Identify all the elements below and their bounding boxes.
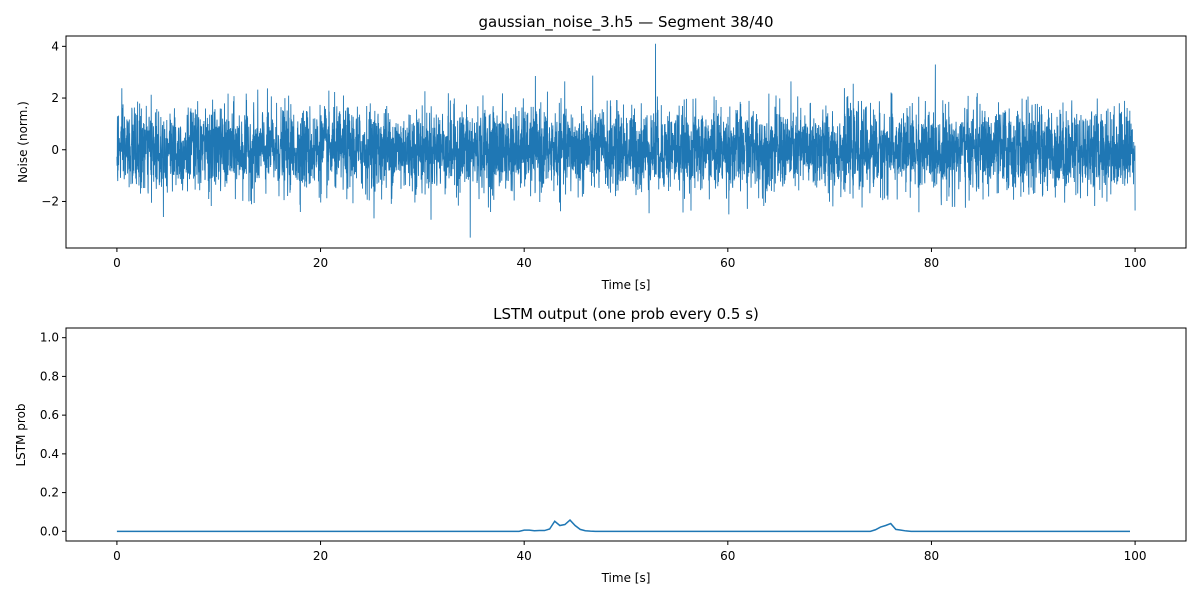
lstm-chart: LSTM output (one prob every 0.5 s) 0 20 40… [14, 305, 1187, 585]
lstm-chart-title: LSTM output (one prob every 0.5 s) [493, 305, 759, 323]
noise-plot-area [116, 43, 1136, 238]
noise-x-tick-label: 0 [113, 256, 121, 270]
lstm-x-tick-label: 20 [313, 549, 328, 563]
lstm-y-tick-label: 0.4 [40, 447, 59, 461]
lstm-x-tick-label: 80 [924, 549, 939, 563]
noise-y-tick-label: 0 [51, 143, 59, 157]
lstm-y-ticks: 0.0 0.2 0.4 0.6 0.8 1.0 [40, 331, 66, 538]
lstm-x-axis-label: Time [s] [601, 571, 651, 585]
lstm-y-tick-label: 0.8 [40, 369, 59, 383]
noise-chart: gaussian_noise_3.h5 — Segment 38/40 0 20 4… [16, 13, 1187, 292]
lstm-y-axis-label: LSTM prob [14, 403, 28, 466]
noise-x-tick-label: 20 [313, 256, 328, 270]
lstm-axes-frame [65, 327, 1187, 542]
lstm-series-line [116, 519, 1130, 533]
noise-x-axis-label: Time [s] [601, 278, 651, 292]
lstm-y-tick-label: 1.0 [40, 331, 59, 345]
noise-x-tick-label: 100 [1124, 256, 1147, 270]
noise-x-ticks: 0 20 40 60 80 100 [113, 248, 1147, 270]
noise-series-line [116, 43, 1136, 238]
noise-chart-title: gaussian_noise_3.h5 — Segment 38/40 [478, 13, 773, 32]
lstm-plot-area [116, 519, 1130, 533]
noise-y-tick-label: −2 [41, 194, 59, 208]
noise-y-ticks: −2 0 2 4 [41, 39, 66, 208]
noise-x-tick-label: 40 [517, 256, 532, 270]
lstm-x-tick-label: 40 [517, 549, 532, 563]
lstm-x-tick-label: 60 [720, 549, 735, 563]
lstm-x-ticks: 0 20 40 60 80 100 [113, 541, 1147, 563]
lstm-x-tick-label: 100 [1124, 549, 1147, 563]
noise-x-tick-label: 80 [924, 256, 939, 270]
noise-x-tick-label: 60 [720, 256, 735, 270]
lstm-y-tick-label: 0.6 [40, 408, 59, 422]
lstm-y-tick-label: 0.0 [40, 524, 59, 538]
noise-y-tick-label: 4 [51, 39, 59, 53]
noise-y-axis-label: Noise (norm.) [16, 101, 30, 183]
noise-axes-frame [65, 35, 1187, 249]
lstm-y-tick-label: 0.2 [40, 486, 59, 500]
noise-y-tick-label: 2 [51, 91, 59, 105]
lstm-x-tick-label: 0 [113, 549, 121, 563]
